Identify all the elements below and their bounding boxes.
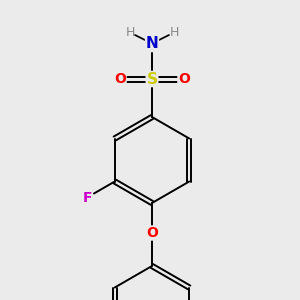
- Text: O: O: [114, 72, 126, 86]
- Text: H: H: [125, 26, 135, 38]
- Text: F: F: [82, 190, 92, 205]
- Text: O: O: [178, 72, 190, 86]
- Text: S: S: [146, 71, 158, 86]
- Text: H: H: [169, 26, 179, 38]
- Text: O: O: [146, 226, 158, 240]
- Text: N: N: [146, 37, 158, 52]
